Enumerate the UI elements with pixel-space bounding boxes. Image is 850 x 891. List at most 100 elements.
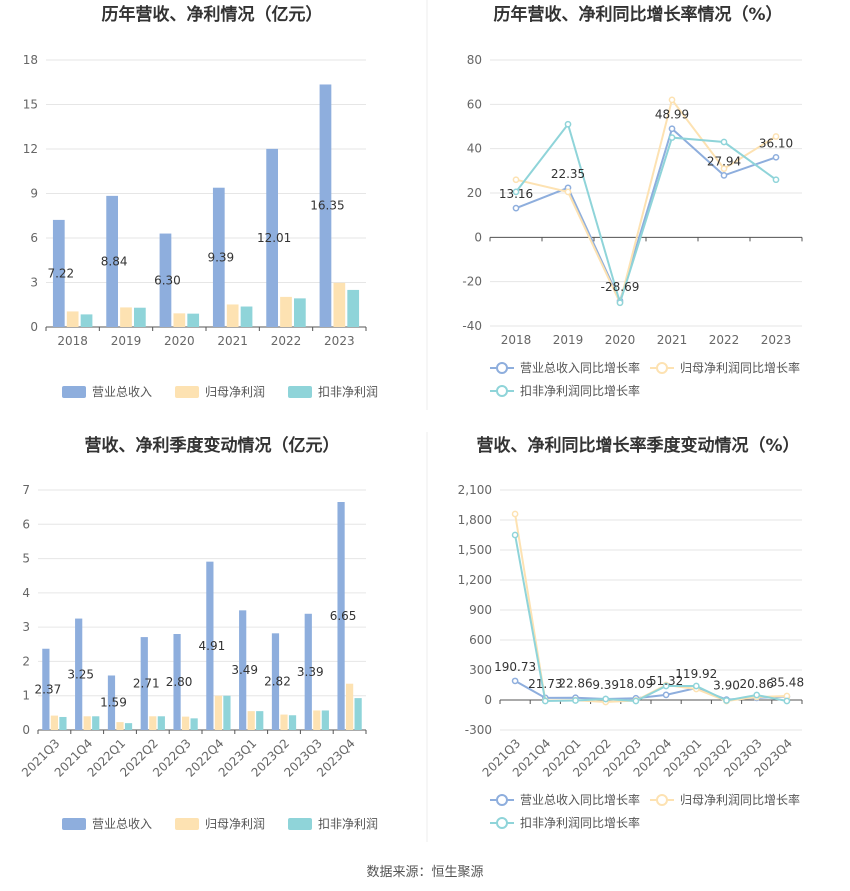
legend-label: 营业总收入同比增长率 bbox=[520, 360, 640, 375]
y-tick-label: -20 bbox=[462, 275, 482, 289]
data-label: 36.10 bbox=[759, 136, 793, 150]
data-point bbox=[511, 510, 519, 518]
bar-deducted-profit bbox=[240, 306, 253, 327]
y-tick-label: 20 bbox=[467, 186, 482, 200]
data-label: 2.80 bbox=[166, 675, 193, 689]
data-label: 35.48 bbox=[770, 675, 804, 689]
x-tick-label: 2020 bbox=[164, 334, 195, 348]
data-label: 3.39 bbox=[297, 665, 324, 679]
data-point bbox=[753, 691, 761, 699]
y-tick-label: 7 bbox=[22, 483, 30, 497]
bar-deducted-profit bbox=[134, 307, 146, 327]
data-label: 3.25 bbox=[67, 667, 94, 681]
y-tick-label: 0 bbox=[484, 693, 492, 707]
y-tick-label: 3 bbox=[22, 620, 30, 634]
data-label: 18.09 bbox=[619, 677, 653, 691]
bar-deducted-profit bbox=[223, 695, 231, 730]
bar-net-profit bbox=[181, 716, 190, 730]
y-tick-label: 600 bbox=[469, 633, 492, 647]
data-label: 2.37 bbox=[35, 682, 62, 696]
data-label: 16.35 bbox=[310, 199, 344, 213]
data-point bbox=[541, 697, 549, 705]
y-tick-label: 1,200 bbox=[458, 573, 492, 587]
data-point bbox=[772, 133, 780, 140]
bar-deducted-profit bbox=[157, 716, 165, 730]
bar-deducted-profit bbox=[288, 715, 297, 730]
legend-label: 归母净利润 bbox=[205, 385, 265, 399]
chart-title: 历年营收、净利情况（亿元） bbox=[102, 4, 323, 25]
bar-net-profit bbox=[345, 683, 354, 730]
data-label: 6.30 bbox=[154, 273, 181, 287]
data-point bbox=[668, 96, 676, 104]
bar-revenue bbox=[52, 219, 65, 327]
y-tick-label: 2 bbox=[22, 654, 30, 668]
legend-marker bbox=[496, 385, 508, 397]
bar-deducted-profit bbox=[59, 716, 67, 730]
y-tick-label: 12 bbox=[23, 142, 38, 156]
bar-net-profit bbox=[280, 714, 288, 730]
bar-deducted-profit bbox=[354, 698, 362, 730]
quarter_bar-chart: 营收、净利季度变动情况（亿元）012345672021Q32021Q42022Q… bbox=[19, 435, 378, 831]
bar-net-profit bbox=[83, 716, 91, 730]
data-point bbox=[772, 176, 780, 184]
y-tick-label: 5 bbox=[22, 552, 30, 566]
legend[interactable]: 营业总收入 归母净利润 扣非净利润 bbox=[62, 385, 378, 399]
x-tick-label: 2021 bbox=[217, 334, 248, 348]
y-tick-label: 9 bbox=[30, 187, 38, 201]
series-line bbox=[515, 97, 777, 306]
bar-revenue bbox=[140, 637, 148, 730]
data-point bbox=[692, 682, 700, 690]
data-label: 13.16 bbox=[499, 187, 533, 201]
legend-swatch bbox=[175, 386, 199, 398]
data-point bbox=[572, 697, 579, 704]
legend-marker bbox=[496, 817, 508, 829]
data-label: 22.86 bbox=[558, 677, 592, 691]
bar-revenue bbox=[319, 84, 332, 327]
data-label: 3.90 bbox=[713, 679, 740, 693]
legend-label: 扣非净利润同比增长率 bbox=[520, 383, 640, 398]
bar-deducted-profit bbox=[187, 313, 200, 327]
bar-deducted-profit bbox=[321, 710, 329, 730]
legend-label: 归母净利润 bbox=[205, 817, 265, 831]
data-point bbox=[668, 134, 676, 141]
y-tick-label: 300 bbox=[469, 663, 492, 677]
bar-deducted-profit bbox=[80, 314, 93, 327]
data-label: 27.94 bbox=[707, 154, 741, 168]
y-tick-label: -300 bbox=[465, 723, 492, 737]
data-point bbox=[564, 188, 572, 196]
data-label: -28.69 bbox=[601, 280, 640, 294]
legend-marker bbox=[496, 362, 508, 374]
legend-swatch bbox=[62, 818, 86, 830]
data-point bbox=[511, 531, 519, 539]
series-line bbox=[514, 534, 788, 703]
legend-label: 归母净利润同比增长率 bbox=[680, 792, 800, 807]
bar-revenue bbox=[266, 148, 278, 327]
bar-revenue bbox=[159, 233, 172, 327]
bar-net-profit bbox=[247, 711, 255, 730]
data-label: 20.86 bbox=[740, 677, 774, 691]
data-label: 9.39 bbox=[592, 678, 619, 692]
x-tick-label: 2018 bbox=[57, 334, 88, 348]
bar-revenue bbox=[206, 561, 214, 730]
x-tick-label: 2022 bbox=[709, 333, 740, 347]
data-label: 22.35 bbox=[551, 167, 585, 181]
chart-title: 营收、净利同比增长率季度变动情况（%） bbox=[476, 435, 799, 456]
bar-net-profit bbox=[226, 304, 239, 327]
legend-label: 扣非净利润 bbox=[318, 385, 378, 399]
data-label: 8.84 bbox=[101, 254, 128, 268]
y-tick-label: 18 bbox=[23, 53, 38, 67]
y-tick-label: 3 bbox=[30, 276, 38, 290]
data-point bbox=[723, 697, 730, 704]
legend[interactable]: 营业总收入 归母净利润 扣非净利润 bbox=[62, 817, 378, 831]
data-label: 48.99 bbox=[655, 108, 689, 122]
data-point bbox=[564, 120, 572, 128]
data-point bbox=[512, 204, 520, 212]
bar-revenue bbox=[75, 618, 83, 730]
data-label: 190.73 bbox=[494, 660, 536, 674]
chart-title: 营收、净利季度变动情况（亿元） bbox=[85, 435, 340, 456]
y-tick-label: 1 bbox=[22, 689, 30, 703]
bar-revenue bbox=[337, 502, 345, 730]
data-point bbox=[720, 165, 728, 172]
